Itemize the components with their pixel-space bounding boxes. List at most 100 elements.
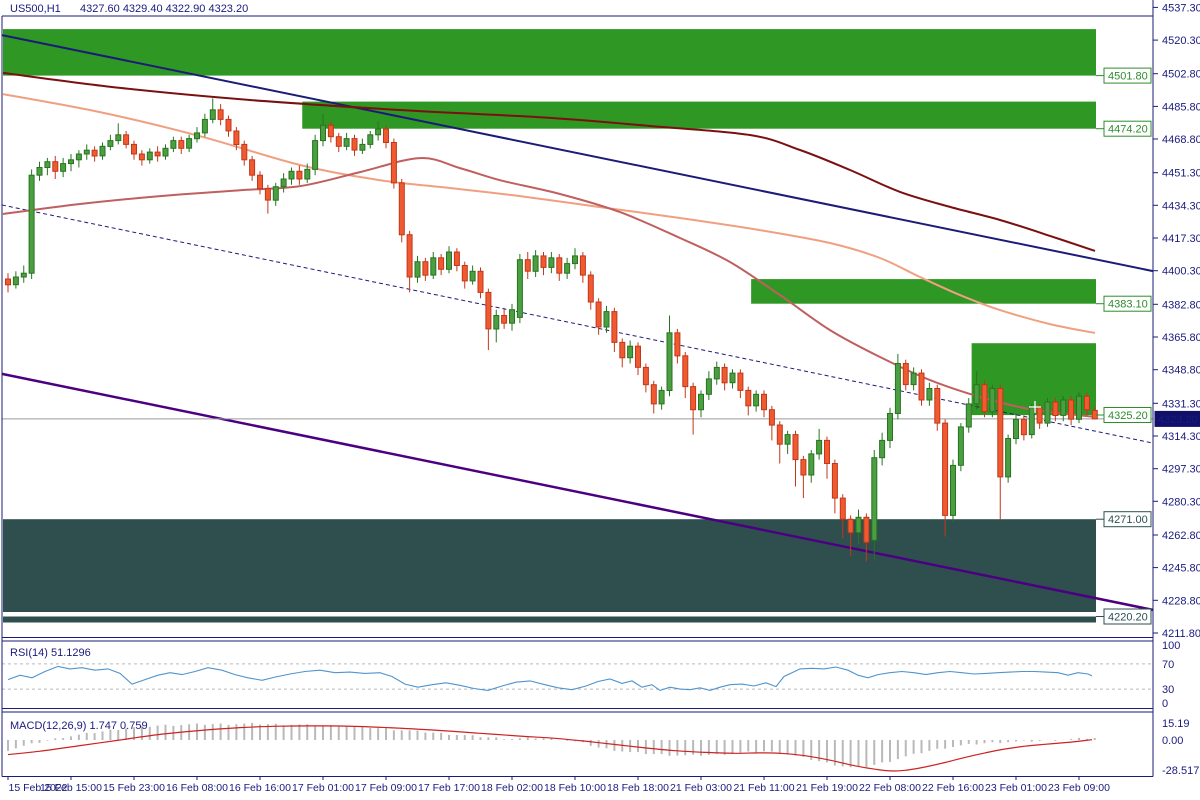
- candle-body: [375, 128, 382, 136]
- candle-body: [414, 261, 421, 278]
- candle-body: [1028, 407, 1035, 436]
- candle-body: [359, 143, 366, 151]
- zone-price-tag[interactable]: [1103, 511, 1152, 528]
- moving-averages[interactable]: [2, 71, 1096, 418]
- time-tick-label: 18 Feb 02:00: [481, 782, 543, 794]
- ma-dark-red[interactable]: [2, 71, 1096, 252]
- zone-price-tag-label: 4383.10: [1108, 299, 1148, 311]
- candle-body: [52, 161, 59, 172]
- candle-body: [548, 257, 555, 268]
- candle-body: [934, 388, 941, 424]
- time-tick-label: 16 Feb 08:00: [166, 782, 228, 794]
- candle-body: [44, 161, 51, 168]
- demand-zone-2[interactable]: [3, 616, 1096, 623]
- price-tick-label: 4331.30: [1162, 398, 1200, 410]
- candle-body: [753, 393, 760, 407]
- candle-body: [304, 168, 311, 180]
- rsi-scale-label: 100: [1162, 640, 1180, 652]
- candle-body: [477, 270, 484, 293]
- time-tick-label: 22 Feb 16:00: [922, 782, 984, 794]
- time-tick-label: 23 Feb 09:00: [1048, 782, 1110, 794]
- candle-body: [12, 276, 19, 286]
- candle-body: [918, 372, 925, 401]
- time-tick-label: 18 Feb 10:00: [544, 782, 606, 794]
- descending-channel-lower[interactable]: [1, 372, 1154, 612]
- zone-price-tag-label: 4271.00: [1108, 514, 1148, 526]
- candle-body: [178, 140, 185, 149]
- chart-title-ohlc: 4327.60 4329.40 4322.90 4323.20: [80, 3, 248, 15]
- zone-price-tag[interactable]: [1103, 407, 1152, 423]
- candle-body: [957, 426, 964, 466]
- candle-body: [1020, 418, 1027, 436]
- candle-body: [981, 384, 988, 413]
- zone-price-tag[interactable]: [1103, 120, 1152, 137]
- candle-body: [383, 128, 389, 143]
- zone-price-tag[interactable]: [1103, 608, 1152, 625]
- candle-body: [572, 255, 578, 265]
- rsi-indicator: [2, 663, 1153, 692]
- ma-rosy[interactable]: [2, 157, 1096, 418]
- time-tick-label: 15 Feb 15:00: [40, 782, 102, 794]
- candle-body: [83, 149, 90, 155]
- candle-body: [430, 257, 437, 276]
- candle-body: [1068, 399, 1075, 420]
- supply-demand-zones[interactable]: [3, 29, 1096, 623]
- rsi-scale-label: 0: [1162, 698, 1168, 710]
- time-tick-label: 21 Feb 03:00: [670, 782, 732, 794]
- candle-body: [398, 182, 405, 236]
- candle-body: [36, 167, 43, 176]
- candle-body: [335, 136, 342, 147]
- candle-body: [792, 434, 799, 461]
- candle-body: [635, 345, 641, 368]
- macd-signal-line[interactable]: [7, 725, 1093, 772]
- candle-body: [312, 140, 319, 170]
- candle-body: [824, 439, 830, 464]
- candle-body: [264, 188, 271, 201]
- candle-body: [816, 439, 823, 455]
- candle-body: [446, 251, 452, 270]
- supply-zone-3[interactable]: [751, 279, 1096, 304]
- candle-body: [839, 497, 846, 520]
- candles-layer: [5, 98, 1098, 562]
- current-price-tag: [1154, 410, 1200, 427]
- zone-price-tag[interactable]: [1103, 67, 1152, 84]
- candle-body: [887, 413, 893, 441]
- price-tick-label: 4382.80: [1162, 299, 1200, 311]
- demand-zone-1[interactable]: [3, 519, 1096, 612]
- candle-body: [1005, 438, 1012, 478]
- time-tick-label: 16 Feb 16:00: [229, 782, 291, 794]
- candle-body: [1076, 395, 1082, 420]
- price-tick-label: 4520.30: [1162, 35, 1200, 47]
- candle-body: [831, 463, 838, 499]
- channel-trendlines[interactable]: [1, 34, 1154, 612]
- candle-body: [650, 384, 657, 405]
- candle-body: [422, 261, 429, 276]
- candle-body: [107, 140, 114, 147]
- candle-body: [879, 439, 886, 459]
- supply-zone-1[interactable]: [3, 29, 1096, 76]
- zone-price-tag[interactable]: [1103, 295, 1152, 312]
- candle-body: [296, 170, 303, 180]
- zone-price-tag-label: 4474.20: [1108, 124, 1148, 136]
- price-tick-label: 4280.30: [1162, 496, 1200, 508]
- candle-body: [186, 138, 193, 149]
- candle-body: [501, 315, 508, 324]
- candle-body: [721, 366, 728, 384]
- candle-body: [241, 143, 248, 161]
- rsi-panel-area[interactable]: [2, 641, 1153, 708]
- candle-body: [926, 388, 933, 401]
- zone-price-tag-label: 4325.20: [1108, 410, 1148, 422]
- macd-panel-area[interactable]: [2, 712, 1153, 776]
- descending-channel-upper[interactable]: [1, 34, 1154, 273]
- rsi-line[interactable]: [7, 665, 1093, 692]
- price-tick-label: 4400.30: [1162, 266, 1200, 278]
- ma-salmon[interactable]: [2, 93, 1096, 334]
- macd-scale-label: 0.00: [1162, 735, 1183, 747]
- rsi-label: RSI(14) 51.1296: [10, 647, 91, 659]
- candle-body: [131, 143, 137, 155]
- candle-body: [595, 301, 602, 328]
- crosshair-cursor: [1029, 401, 1041, 413]
- supply-zone-2[interactable]: [302, 101, 1096, 129]
- candle-body: [233, 130, 240, 145]
